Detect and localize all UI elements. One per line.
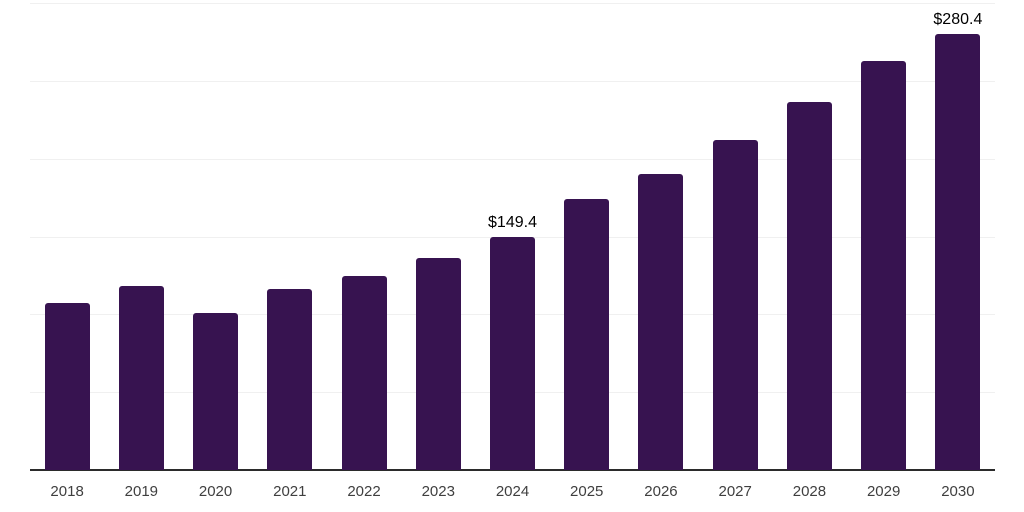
bar-2027: [712, 140, 758, 470]
x-tick-2019: 2019: [124, 483, 159, 500]
bar-2021: [267, 289, 313, 470]
x-tick-2022: 2022: [347, 483, 381, 500]
bar-2020: [193, 312, 239, 470]
bar-2022: [341, 275, 387, 470]
x-tick-2020: 2020: [198, 483, 233, 500]
x-tick-2025: 2025: [570, 483, 604, 500]
x-tick-2021: 2021: [273, 483, 307, 500]
x-tick-2028: 2028: [792, 483, 827, 500]
bar-2024: [490, 237, 535, 470]
x-tick-2029: 2029: [866, 483, 901, 500]
bar-2028: [786, 101, 832, 470]
x-axis-line: [30, 469, 995, 471]
plot-area: $149.4 $280.4: [30, 3, 995, 471]
value-label-2024: $149.4: [488, 214, 537, 232]
bar-2029: [861, 60, 907, 470]
bar-2023: [415, 257, 461, 470]
bar-2019: [118, 285, 164, 470]
gridline-250: [30, 80, 995, 82]
bar-2025: [564, 199, 610, 470]
x-tick-2024: 2024: [495, 483, 530, 500]
x-tick-2030: 2030: [941, 483, 975, 500]
bar-2030: [935, 33, 981, 470]
gridline-200: [30, 158, 995, 160]
x-tick-2018: 2018: [50, 483, 84, 500]
gridline-150: [30, 236, 995, 238]
x-tick-2026: 2026: [644, 483, 678, 500]
bar-2018: [44, 302, 90, 470]
x-tick-2023: 2023: [421, 483, 455, 500]
gridline-300: [30, 3, 995, 4]
value-label-2030: $280.4: [933, 10, 983, 28]
x-tick-2027: 2027: [718, 483, 752, 500]
bar-2026: [638, 173, 684, 470]
